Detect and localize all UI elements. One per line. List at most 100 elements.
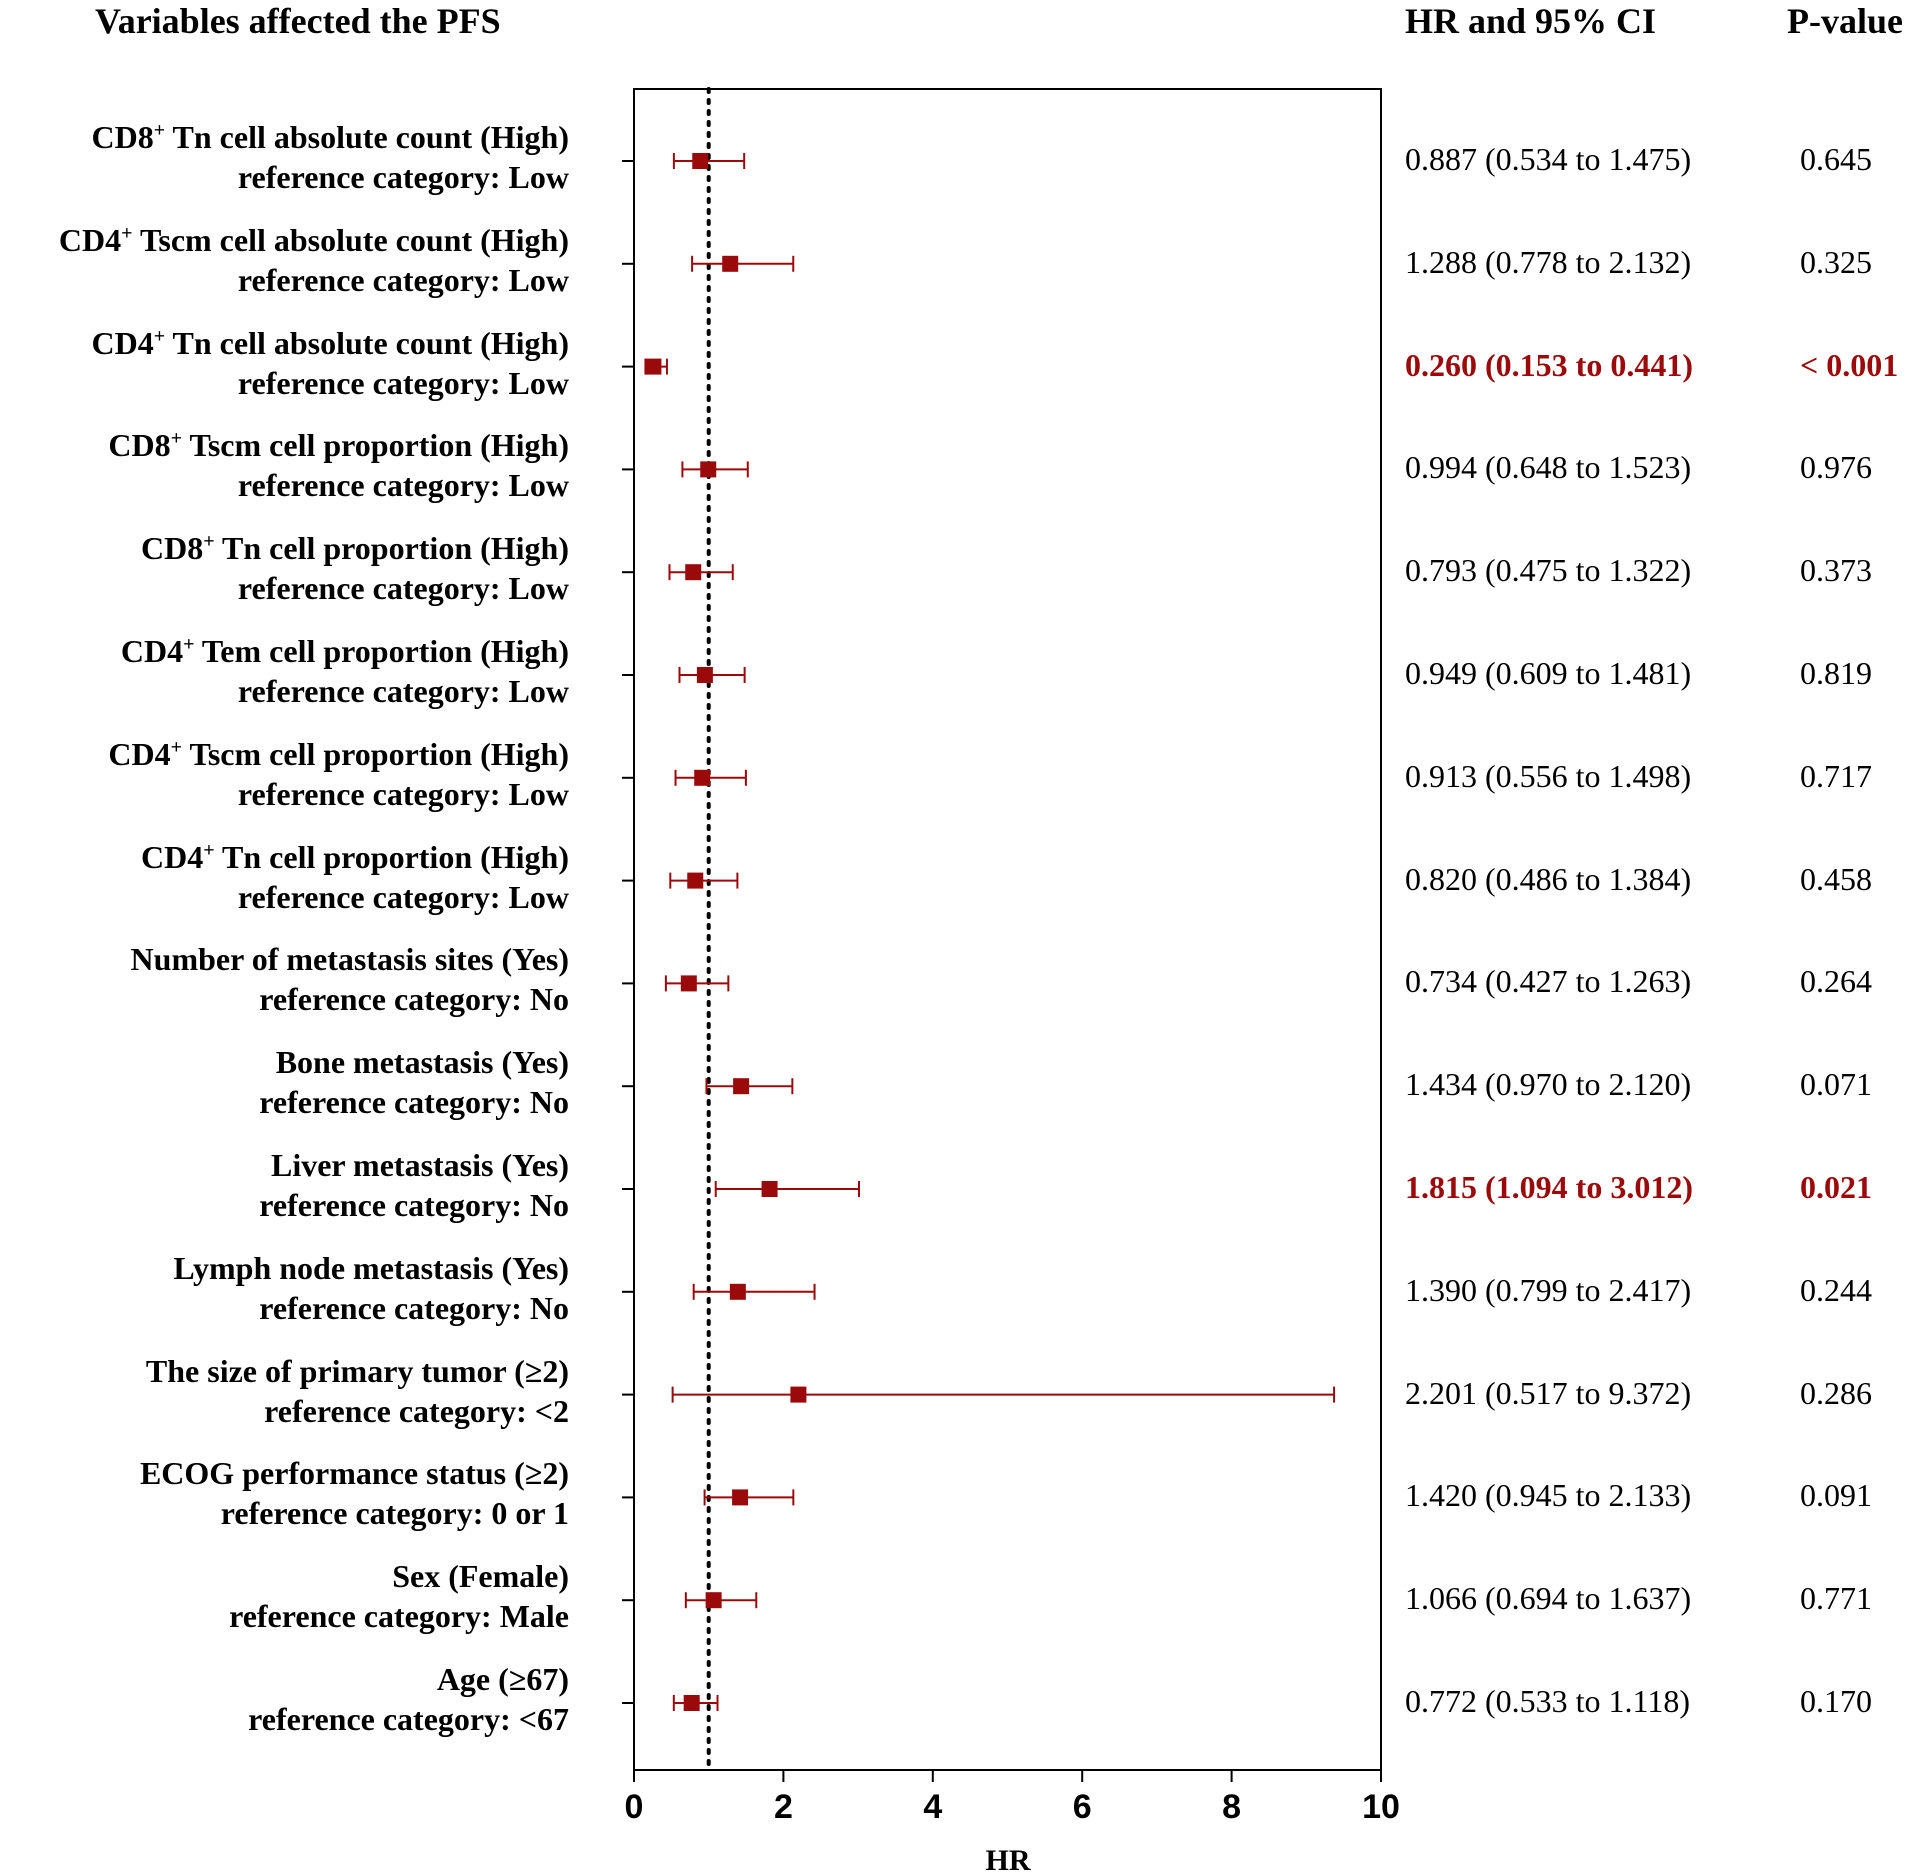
p-value: 0.976 bbox=[1800, 449, 1872, 486]
variable-name-text: Bone metastasis (Yes) bbox=[275, 1044, 569, 1081]
p-value: 0.373 bbox=[1800, 552, 1872, 589]
hr-ci-value: 0.793 (0.475 to 1.322) bbox=[1405, 552, 1692, 589]
p-value: 0.819 bbox=[1800, 655, 1872, 691]
variable-name-text: CD4 bbox=[108, 735, 171, 772]
hr-ci-value: 2.201 (0.517 to 9.372) bbox=[1405, 1374, 1692, 1411]
variable-name: Lymph node metastasis (Yes) bbox=[173, 1248, 569, 1288]
p-value: 0.264 bbox=[1800, 963, 1872, 1000]
variable-name-text: Tn cell absolute count (High) bbox=[165, 324, 569, 361]
reference-category: reference category: Low bbox=[237, 878, 569, 915]
variable-name-text: CD8 bbox=[108, 427, 171, 464]
hr-ci-value: 0.913 (0.556 to 1.498) bbox=[1405, 757, 1692, 794]
row-label: CD4+ Tscm cell proportion (High) referenc… bbox=[108, 734, 569, 814]
variable-name: Bone metastasis (Yes) bbox=[259, 1042, 569, 1082]
hr-ci-value: 1.420 (0.945 to 2.133) bbox=[1405, 1477, 1692, 1514]
reference-category: reference category: Low bbox=[237, 261, 569, 298]
variable-name-text: Number of metastasis sites (Yes) bbox=[130, 941, 569, 978]
reference-category: reference category: Low bbox=[237, 673, 569, 709]
p-value: 0.458 bbox=[1800, 860, 1872, 897]
variable-name: CD4+ Tem cell proportion (High) bbox=[121, 631, 569, 671]
row-label: CD4+ Tem cell proportion (High) reference… bbox=[121, 631, 569, 711]
p-value: 0.717 bbox=[1800, 757, 1872, 794]
variable-name-text: Lymph node metastasis (Yes) bbox=[173, 1249, 569, 1286]
superscript: + bbox=[121, 222, 133, 245]
superscript: + bbox=[153, 119, 166, 142]
variable-name: CD8+ Tn cell proportion (High) bbox=[141, 528, 569, 568]
variable-name-text: Tscm cell absolute count (High) bbox=[132, 221, 569, 258]
superscript: + bbox=[183, 633, 195, 656]
x-tick-label: 8 bbox=[1222, 1788, 1241, 1826]
p-value: 0.091 bbox=[1800, 1477, 1872, 1514]
hr-point bbox=[687, 872, 704, 889]
hr-ci-value: 0.994 (0.648 to 1.523) bbox=[1405, 449, 1692, 486]
variable-name: CD4+ Tn cell proportion (High) bbox=[141, 837, 569, 877]
hr-ci-value: 1.434 (0.970 to 2.120) bbox=[1405, 1066, 1692, 1103]
p-value-column-header: P-value bbox=[1787, 1, 1903, 41]
p-value: 0.021 bbox=[1800, 1169, 1872, 1205]
variable-name: CD8+ Tn cell absolute count (High) bbox=[91, 117, 569, 157]
variable-name-text: CD8 bbox=[140, 530, 204, 567]
hr-ci-value: 0.260 (0.153 to 0.441) bbox=[1405, 346, 1693, 383]
x-tick-label: 2 bbox=[774, 1788, 793, 1826]
p-value: 0.645 bbox=[1800, 141, 1872, 177]
p-value: 0.244 bbox=[1800, 1271, 1872, 1308]
variable-name-text: The size of primary tumor (≥2) bbox=[145, 1352, 569, 1389]
chart-title: Variables affected the PFS bbox=[95, 1, 501, 41]
variable-name-text: Age (≥67) bbox=[436, 1661, 569, 1697]
reference-category: reference category: <2 bbox=[264, 1392, 569, 1429]
hr-point bbox=[790, 1386, 807, 1403]
hr-point bbox=[761, 1181, 778, 1197]
reference-category: reference category: Low bbox=[237, 159, 569, 195]
variable-name-text: Sex (Female) bbox=[392, 1558, 569, 1595]
reference-category: reference category: Male bbox=[229, 1598, 569, 1635]
p-value: 0.771 bbox=[1800, 1580, 1872, 1617]
hr-point bbox=[645, 358, 662, 375]
variable-name: ECOG performance status (≥2) bbox=[140, 1453, 569, 1493]
variable-name: CD4+ Tn cell absolute count (High) bbox=[91, 323, 569, 363]
reference-category: reference category: Low bbox=[237, 775, 569, 812]
row-label: CD4+ Tn cell absolute count (High) refere… bbox=[91, 323, 569, 403]
variable-name-text: Tn cell absolute count (High) bbox=[165, 119, 569, 155]
row-label: CD8+ Tn cell proportion (High) reference … bbox=[141, 528, 569, 608]
row-label: CD8+ Tscm cell proportion (High) referenc… bbox=[108, 425, 569, 505]
hr-ci-value: 0.887 (0.534 to 1.475) bbox=[1405, 141, 1692, 177]
row-label: Number of metastasis sites (Yes) referenc… bbox=[131, 939, 569, 1019]
reference-category: reference category: Low bbox=[237, 364, 569, 401]
hr-ci-value: 1.815 (1.094 to 3.012) bbox=[1405, 1169, 1693, 1205]
hr-point bbox=[729, 1283, 746, 1300]
reference-category: reference category: No bbox=[259, 1289, 569, 1326]
x-tick-label: 6 bbox=[1073, 1788, 1092, 1826]
hr-point bbox=[700, 461, 717, 478]
hr-point bbox=[722, 255, 739, 272]
variable-name-text: Tscm cell proportion (High) bbox=[182, 427, 569, 464]
plot-frame bbox=[633, 88, 1382, 1771]
variable-name-text: CD4 bbox=[140, 838, 204, 875]
row-label: Sex (Female) reference category: Male bbox=[229, 1556, 569, 1636]
row-label: Bone metastasis (Yes) reference category:… bbox=[259, 1042, 569, 1122]
hr-ci-value: 1.288 (0.778 to 2.132) bbox=[1405, 243, 1692, 280]
hr-point bbox=[694, 769, 711, 786]
variable-name-text: CD4 bbox=[120, 633, 184, 669]
variable-name: CD4+ Tscm cell proportion (High) bbox=[108, 734, 569, 774]
superscript: + bbox=[203, 838, 215, 861]
hr-point bbox=[733, 1078, 750, 1095]
reference-category: reference category: Low bbox=[237, 467, 569, 504]
x-tick-label: 4 bbox=[923, 1788, 942, 1826]
variable-name-text: CD8 bbox=[91, 119, 154, 155]
hr-point bbox=[680, 975, 697, 992]
row-label: CD8+ Tn cell absolute count (High) refere… bbox=[91, 117, 569, 197]
row-label: Lymph node metastasis (Yes) reference cat… bbox=[173, 1248, 569, 1328]
hr-point bbox=[685, 564, 702, 581]
row-label: CD4+ Tscm cell absolute count (High) refe… bbox=[59, 220, 569, 300]
hr-ci-value: 0.734 (0.427 to 1.263) bbox=[1405, 963, 1692, 1000]
hr-ci-value: 1.390 (0.799 to 2.417) bbox=[1405, 1271, 1692, 1308]
superscript: + bbox=[203, 530, 215, 553]
row-label: The size of primary tumor (≥2) reference … bbox=[146, 1351, 569, 1431]
x-axis-label: HR bbox=[986, 1844, 1031, 1876]
variable-name-text: Tn cell proportion (High) bbox=[214, 530, 569, 567]
variable-name-text: CD4 bbox=[91, 324, 154, 361]
reference-category: reference category: <67 bbox=[248, 1701, 569, 1737]
p-value: < 0.001 bbox=[1800, 346, 1899, 383]
hr-ci-value: 0.772 (0.533 to 1.118) bbox=[1405, 1683, 1691, 1719]
